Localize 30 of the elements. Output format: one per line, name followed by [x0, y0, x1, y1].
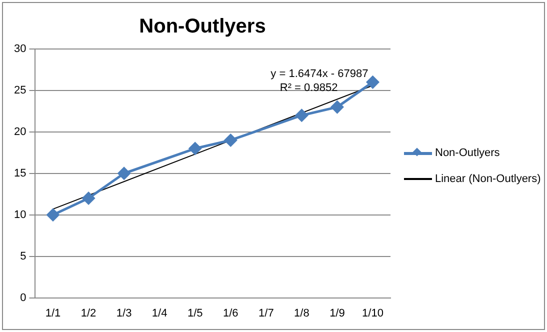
point: [188, 142, 202, 155]
x-tick-label: 1/7: [258, 307, 274, 320]
legend-label: Non-Outlyers: [435, 147, 500, 159]
x-tick-label: 1/4: [152, 307, 168, 320]
annotation: y = 1.6474x - 67987: [270, 68, 368, 80]
point: [295, 109, 308, 122]
x-tick-label: 1/10: [362, 307, 384, 320]
x-tick-label: 1/3: [116, 307, 132, 320]
y-tick-label: 20: [14, 126, 26, 138]
x-tick-label: 1/6: [222, 307, 238, 320]
point: [366, 76, 379, 88]
annotation: R² = 0.9852: [280, 82, 338, 94]
x-tick-label: 1/9: [330, 307, 345, 320]
y-tick-label: 25: [14, 84, 26, 96]
y-tick-label: 15: [14, 167, 26, 180]
x-tick-label: 1/1: [45, 307, 61, 320]
y-tick-label: 30: [14, 43, 26, 56]
x-tick-label: 1/5: [187, 307, 203, 320]
point: [46, 208, 60, 222]
y-tick-label: 10: [14, 208, 26, 221]
x-tick-label: 1/2: [80, 307, 96, 320]
y-tick-label: 0: [20, 292, 26, 304]
chart-title: Non-Outlyers: [139, 16, 266, 38]
x-tick-label: 1/8: [294, 307, 310, 320]
point: [118, 167, 130, 180]
legend-label: Linear (Non-Outlyers): [435, 173, 541, 185]
y-tick-label: 5: [20, 250, 26, 262]
point: [82, 192, 95, 205]
point: [224, 134, 237, 146]
point: [330, 100, 344, 114]
